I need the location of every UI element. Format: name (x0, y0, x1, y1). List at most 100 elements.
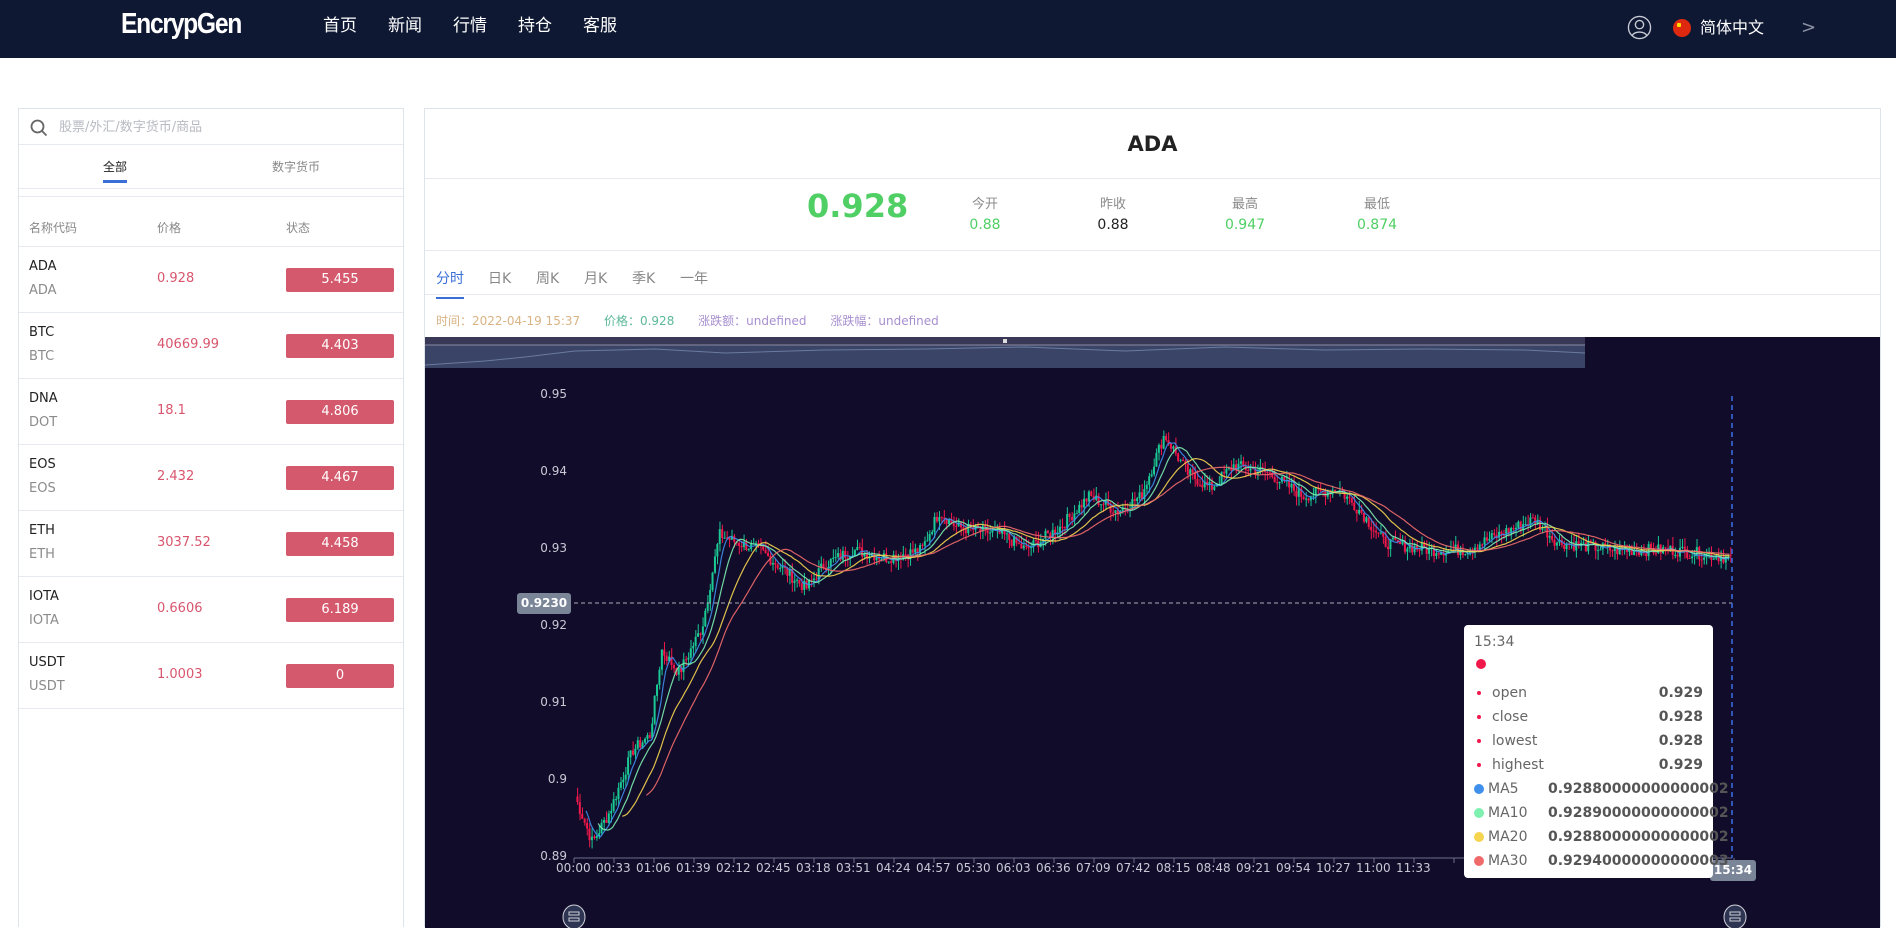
asset-price: 18.1 (157, 403, 186, 418)
tab-crypto[interactable]: 数字货币 (272, 160, 321, 174)
search-bar (19, 109, 403, 145)
chart-period-tabs: 分时 日K 周K 月K 季K 一年 (425, 251, 1880, 299)
ma20-legend-icon (1474, 832, 1484, 842)
divider (19, 196, 403, 197)
info-change: 涨跌额：undefined (698, 314, 807, 328)
dot-icon (1477, 691, 1481, 695)
language-selector[interactable]: 简体中文 (1700, 18, 1765, 37)
y-tick: 0.91 (540, 695, 567, 709)
x-tick: 05:30 (956, 861, 991, 875)
china-flag-icon[interactable] (1673, 19, 1691, 37)
x-tick: 03:51 (836, 861, 871, 875)
tab-monthly-k[interactable]: 月K (584, 271, 608, 287)
asset-name: EOS (29, 457, 56, 472)
info-change-pct: 涨跌幅：undefined (830, 314, 939, 328)
tab-weekly-k[interactable]: 周K (536, 271, 560, 287)
tooltip-key: MA20 (1488, 829, 1528, 845)
tooltip-key: lowest (1492, 733, 1538, 749)
chevron-right-icon[interactable]: > (1801, 17, 1817, 38)
table-row[interactable]: USDT USDT 1.0003 0 (19, 643, 403, 709)
nav-positions[interactable]: 持仓 (518, 16, 552, 36)
crosshair-time-label: 15:34 (1710, 860, 1756, 881)
search-input[interactable] (59, 114, 389, 140)
stat-label: 昨收 (1099, 197, 1126, 212)
y-tick: 0.93 (540, 541, 567, 555)
candlestick-chart[interactable]: 0.95 0.94 0.93 0.92 0.91 0.9 0.89 00:00 … (425, 337, 1880, 928)
tab-daily-k[interactable]: 日K (488, 271, 512, 287)
tab-intraday[interactable]: 分时 (436, 268, 464, 299)
table-row[interactable]: BTC BTC 40669.99 4.403 (19, 313, 403, 379)
x-tick: 06:03 (996, 861, 1031, 875)
x-tick: 09:54 (1276, 861, 1311, 875)
stat-label: 最高 (1231, 197, 1258, 212)
asset-code: IOTA (29, 613, 59, 628)
stat-label: 今开 (971, 197, 998, 212)
x-tick: 07:42 (1116, 861, 1151, 875)
status-badge: 5.455 (286, 268, 394, 292)
x-tick: 00:00 (556, 861, 591, 875)
nav-home[interactable]: 首页 (323, 16, 357, 36)
datazoom-slider[interactable] (425, 337, 1585, 368)
y-tick: 0.95 (540, 387, 567, 401)
table-row[interactable]: EOS EOS 2.432 4.467 (19, 445, 403, 511)
tab-all[interactable]: 全部 (103, 160, 128, 183)
tooltip-row-ma10: MA10 0.92890000000000002 (1474, 801, 1729, 825)
tooltip-value: 0.929 (1658, 685, 1703, 701)
x-tick: 06:36 (1036, 861, 1071, 875)
nav-market[interactable]: 行情 (453, 16, 487, 36)
tooltip-value: 0.928 (1658, 733, 1703, 749)
market-table: ADA ADA 0.928 5.455 BTC BTC 40669.99 4.4… (19, 247, 403, 709)
top-navbar: EncrypGen 首页 新闻 行情 持仓 客服 简体中文 > (0, 0, 1896, 58)
tooltip-value: 0.92940000000000003 (1548, 853, 1729, 869)
tooltip-row-close: close 0.928 (1474, 705, 1703, 729)
zoom-handle-right[interactable] (1722, 904, 1748, 928)
asset-price: 0.928 (157, 271, 195, 286)
current-price: 0.928 (807, 187, 909, 225)
dot-icon (1477, 715, 1481, 719)
stat-high: 最高 0.947 (1205, 193, 1285, 233)
tooltip-row-highest: highest 0.929 (1474, 753, 1703, 777)
stat-label: 最低 (1363, 197, 1390, 212)
ma5-legend-icon (1474, 784, 1484, 794)
stat-value: 0.88 (969, 217, 1001, 233)
table-row[interactable]: IOTA IOTA 0.6606 6.189 (19, 577, 403, 643)
user-circle-icon[interactable] (1627, 15, 1652, 40)
search-icon (30, 119, 48, 137)
asset-price: 40669.99 (157, 337, 220, 352)
tab-one-year[interactable]: 一年 (680, 271, 708, 287)
stat-value: 0.874 (1356, 217, 1398, 233)
nav-news[interactable]: 新闻 (388, 16, 422, 36)
y-tick: 0.92 (540, 618, 567, 632)
x-tick: 04:57 (916, 861, 951, 875)
table-row[interactable]: ETH ETH 3037.52 4.458 (19, 511, 403, 577)
asset-price: 2.432 (157, 469, 195, 484)
status-badge: 4.467 (286, 466, 394, 490)
tooltip-key: close (1492, 709, 1529, 725)
x-tick: 09:21 (1236, 861, 1271, 875)
asset-code: ADA (29, 283, 57, 298)
asset-name: BTC (29, 325, 55, 340)
y-tick: 0.89 (540, 849, 567, 863)
market-tabs: 全部 数字货币 (19, 145, 403, 189)
table-row[interactable]: DNA DOT 18.1 4.806 (19, 379, 403, 445)
table-row[interactable]: ADA ADA 0.928 5.455 (19, 247, 403, 313)
tab-quarterly-k[interactable]: 季K (632, 271, 656, 287)
symbol-title: ADA (425, 109, 1880, 179)
zoom-handle-left[interactable] (561, 904, 587, 928)
y-tick: 0.94 (540, 464, 567, 478)
nav-support[interactable]: 客服 (583, 16, 617, 36)
x-tick: 01:39 (676, 861, 711, 875)
tooltip-key: MA5 (1488, 781, 1519, 797)
asset-name: ETH (29, 523, 55, 538)
logo[interactable]: EncrypGen (121, 8, 242, 40)
tooltip-key: open (1492, 685, 1527, 701)
stat-open: 今开 0.88 (945, 193, 1025, 233)
info-price: 价格：0.928 (603, 314, 675, 328)
dot-icon (1477, 739, 1481, 743)
x-tick: 02:45 (756, 861, 791, 875)
x-tick: 00:33 (596, 861, 631, 875)
asset-price: 3037.52 (157, 535, 211, 550)
quote-stats: 0.928 今开 0.88 昨收 0.88 最高 0.947 最低 0.874 (425, 179, 1880, 251)
tooltip-time: 15:34 (1474, 634, 1515, 650)
quote-panel: ADA 0.928 今开 0.88 昨收 0.88 最高 0.947 最低 0.… (424, 108, 1881, 928)
